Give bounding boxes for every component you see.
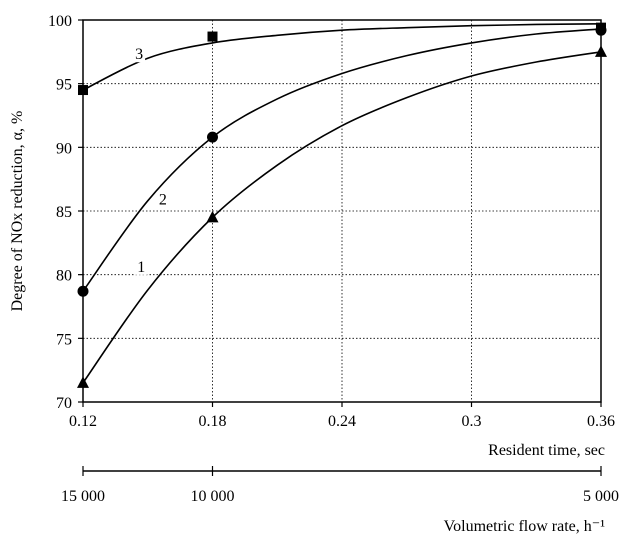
series-3-curve [82, 23, 602, 91]
y-tick-label: 70 [56, 395, 72, 412]
y-tick-label: 100 [48, 13, 72, 30]
x-tick-label: 0.18 [199, 413, 227, 430]
y-axis-ticks: 70 75 80 85 90 95 100 [48, 13, 83, 412]
series-1-curve [82, 51, 602, 384]
series-2-curve [82, 28, 602, 292]
x-axis-title: Resident time, sec [488, 442, 605, 459]
series-2-label-bg [156, 191, 169, 208]
grid-lines [83, 20, 601, 402]
x-tick-label: 0.24 [328, 413, 356, 430]
y-tick-label: 75 [56, 331, 72, 348]
x-axis-ticks: 0.12 0.18 0.24 0.3 0.36 [69, 402, 615, 430]
series-3-label-bg [133, 46, 146, 63]
secondary-x-axis-ticks: 15 000 10 000 5 000 [61, 466, 619, 505]
secondary-x-axis-title: Volumetric flow rate, h⁻¹ [444, 518, 606, 535]
series-3-point [207, 31, 218, 42]
series-1-point [206, 210, 219, 223]
y-axis-title: Degree of NOx reduction, α, % [9, 111, 26, 312]
fitted-curves [82, 23, 602, 384]
series-2-point [207, 131, 218, 143]
series-1-label: 1 [137, 259, 145, 276]
x-tick-label: 0.36 [587, 413, 615, 430]
x-tick-label: 0.12 [69, 413, 97, 430]
series-3-label: 3 [135, 46, 143, 63]
series-1-label-bg [135, 258, 148, 275]
x2-tick-label: 10 000 [191, 488, 235, 505]
x2-tick-label: 15 000 [61, 488, 105, 505]
y-tick-label: 95 [56, 77, 72, 94]
y-tick-label: 80 [56, 268, 72, 285]
y-tick-label: 90 [56, 140, 72, 157]
x2-tick-label: 5 000 [583, 488, 619, 505]
x-tick-label: 0.3 [462, 413, 482, 430]
curve-labels: 1 2 3 [133, 46, 169, 276]
series-2-label: 2 [159, 191, 167, 208]
y-tick-label: 85 [56, 204, 72, 221]
